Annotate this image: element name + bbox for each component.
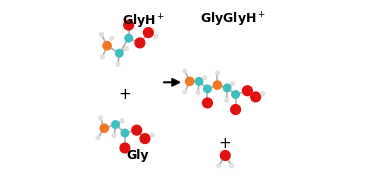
Circle shape bbox=[125, 34, 132, 42]
Circle shape bbox=[100, 55, 104, 59]
Circle shape bbox=[251, 92, 261, 102]
Circle shape bbox=[223, 84, 231, 92]
Circle shape bbox=[103, 42, 111, 50]
Circle shape bbox=[121, 129, 129, 137]
Circle shape bbox=[100, 33, 103, 36]
Text: +: + bbox=[118, 87, 131, 102]
Circle shape bbox=[220, 151, 230, 160]
Circle shape bbox=[96, 136, 100, 139]
Circle shape bbox=[124, 47, 128, 50]
Circle shape bbox=[110, 36, 114, 40]
Text: GlyGlyH$^+$: GlyGlyH$^+$ bbox=[200, 11, 266, 29]
Circle shape bbox=[195, 78, 203, 85]
Circle shape bbox=[132, 125, 142, 135]
Circle shape bbox=[135, 38, 145, 48]
Circle shape bbox=[144, 28, 153, 37]
Text: Gly: Gly bbox=[127, 149, 149, 162]
Circle shape bbox=[116, 63, 120, 66]
Circle shape bbox=[120, 143, 130, 153]
Circle shape bbox=[120, 119, 124, 123]
Circle shape bbox=[231, 105, 240, 114]
Circle shape bbox=[213, 81, 222, 89]
Circle shape bbox=[183, 69, 187, 73]
Circle shape bbox=[183, 90, 187, 94]
Circle shape bbox=[140, 134, 150, 143]
Circle shape bbox=[217, 164, 220, 168]
Circle shape bbox=[230, 164, 234, 168]
Circle shape bbox=[232, 91, 239, 98]
Circle shape bbox=[203, 76, 206, 80]
Circle shape bbox=[99, 116, 102, 120]
Circle shape bbox=[243, 86, 252, 96]
Circle shape bbox=[185, 77, 194, 85]
Text: +: + bbox=[218, 136, 231, 151]
Circle shape bbox=[154, 34, 158, 38]
Circle shape bbox=[112, 134, 116, 138]
Circle shape bbox=[231, 82, 235, 85]
Circle shape bbox=[204, 85, 211, 93]
Circle shape bbox=[261, 92, 265, 95]
Circle shape bbox=[196, 91, 200, 94]
Circle shape bbox=[202, 98, 212, 108]
Text: GlyH$^+$: GlyH$^+$ bbox=[122, 13, 165, 31]
Circle shape bbox=[112, 121, 119, 128]
Circle shape bbox=[100, 124, 109, 132]
Circle shape bbox=[116, 50, 123, 57]
Circle shape bbox=[216, 71, 219, 75]
Circle shape bbox=[225, 98, 229, 102]
Circle shape bbox=[150, 133, 154, 137]
Circle shape bbox=[124, 20, 134, 30]
